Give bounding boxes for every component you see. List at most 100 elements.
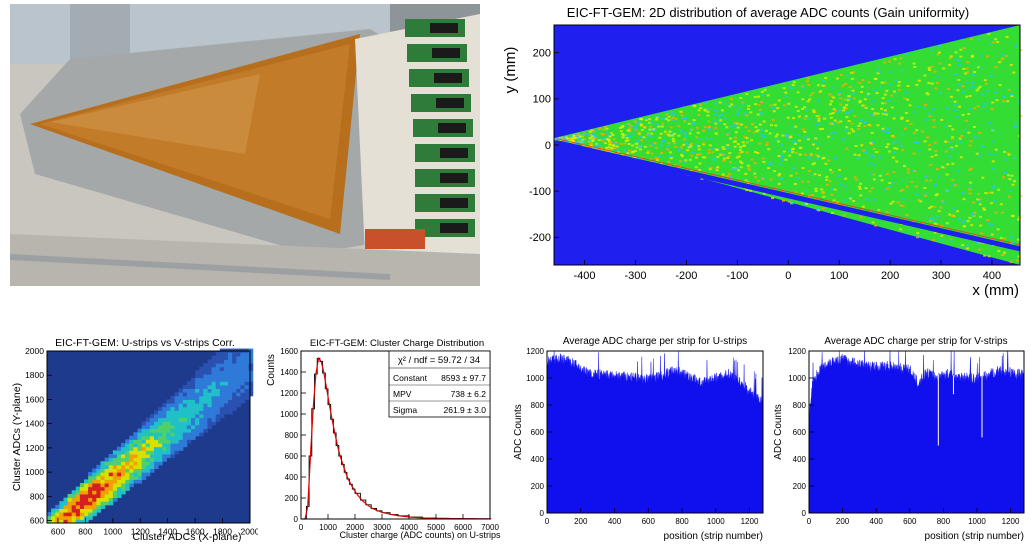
corr-cell (199, 406, 204, 411)
map2d-cell (727, 172, 731, 175)
map2d-cell (788, 149, 792, 152)
map2d-cell (1006, 100, 1010, 103)
vstrips-ylabel: ADC Counts (773, 404, 784, 460)
corr-cell (158, 439, 163, 444)
map2d-cell (830, 100, 834, 103)
corr-cell (236, 384, 241, 390)
corr-cell (133, 461, 139, 466)
map2d-cell (887, 60, 891, 63)
map2d-cell (734, 124, 738, 127)
corr-cell (199, 366, 204, 371)
map2d-cell (966, 61, 970, 64)
map2d-cell (948, 213, 952, 216)
map2d-cell (965, 80, 969, 83)
corr-cell (55, 515, 60, 520)
map2d-cell (768, 132, 772, 135)
map2d-cell (570, 139, 574, 142)
map2d-cell (744, 126, 748, 129)
corr-cell (116, 446, 122, 451)
corr-cell (240, 377, 246, 382)
map2d-cell (739, 123, 743, 126)
corr-cell (244, 363, 250, 368)
map2d-cell (589, 133, 593, 136)
corr-cell (71, 504, 77, 509)
corr-cell (207, 403, 213, 408)
corr-cell (174, 399, 180, 404)
corr-cell (145, 424, 151, 430)
map2d-cell (932, 239, 936, 242)
map2d-cell (936, 75, 940, 78)
map2d-cell (924, 118, 928, 121)
corr-cell (121, 472, 126, 477)
map2d-cell (905, 111, 909, 114)
map2d-cell (874, 224, 878, 227)
map2d-cell (660, 162, 664, 165)
map2d-cell (977, 66, 981, 69)
map2d-cell (577, 137, 581, 140)
charge-title: EIC-FT-GEM: Cluster Charge Distribution (310, 338, 484, 349)
map2d-cell (648, 121, 652, 124)
map2d-cell (900, 116, 904, 119)
corr-cell (211, 374, 217, 379)
corr-cell (133, 450, 139, 455)
map2d-cell (867, 81, 871, 84)
corr-cell (182, 417, 188, 422)
corr-cell (96, 479, 101, 484)
map2d-cell (874, 150, 878, 153)
corr-cell (207, 374, 213, 379)
map2d-cell (812, 109, 816, 112)
map2d-cell (1005, 35, 1009, 38)
map2d-cell (981, 105, 985, 108)
map2d-cell (897, 88, 901, 91)
map2d-cell (872, 99, 876, 102)
corr-cell (112, 486, 118, 491)
corr-cell (186, 410, 192, 415)
map2d-cell (695, 144, 699, 147)
corr-cell (244, 395, 250, 400)
map2d-cell (698, 162, 702, 165)
map2d-cell (608, 143, 612, 146)
map2d-cell (850, 128, 854, 131)
map2d-cell (729, 137, 733, 140)
map2d-cell (978, 248, 982, 251)
corr-cell (162, 403, 167, 408)
map2d-cell (821, 207, 825, 210)
corr-cell (125, 450, 130, 455)
map2d-cell (616, 148, 620, 151)
corr-cell (219, 413, 225, 419)
map2d-cell (923, 186, 927, 189)
stats-value-constant: 8593 ± 97.7 (441, 373, 486, 383)
map2d-cell (928, 148, 932, 151)
corr-cell (121, 453, 126, 459)
corr-xtick-label: 1800 (213, 527, 232, 537)
map2d-cell (764, 129, 768, 132)
map2d-cell (814, 190, 818, 193)
corr-cell (174, 417, 180, 422)
map2d-cell (678, 160, 682, 163)
map2d-cell (767, 148, 771, 151)
map2d-cell (593, 135, 597, 138)
corr-cell (178, 388, 184, 393)
map2d-cell (915, 193, 919, 196)
corr-cell (207, 363, 213, 368)
map2d-cell (629, 125, 633, 128)
map2d-cell (810, 193, 814, 196)
map2d-cell (814, 153, 818, 156)
map2d-cell (667, 134, 671, 137)
corr-cell (219, 395, 225, 400)
corr-cell (236, 359, 241, 364)
corr-cell (100, 483, 106, 488)
corr-cell (219, 355, 225, 360)
map2d-cell (791, 167, 795, 170)
corr-cell (232, 403, 237, 408)
map2d-cell (1011, 183, 1015, 186)
map2d-cell (747, 168, 751, 171)
map2d-cell (913, 141, 917, 144)
corr-cell (92, 501, 97, 506)
corr-cell (162, 450, 167, 455)
map2d-cell (927, 112, 931, 115)
map2d-ytick-label: 200 (533, 48, 551, 60)
corr-cell (100, 472, 106, 477)
corr-cell (129, 446, 134, 451)
corr-cell (248, 374, 254, 379)
